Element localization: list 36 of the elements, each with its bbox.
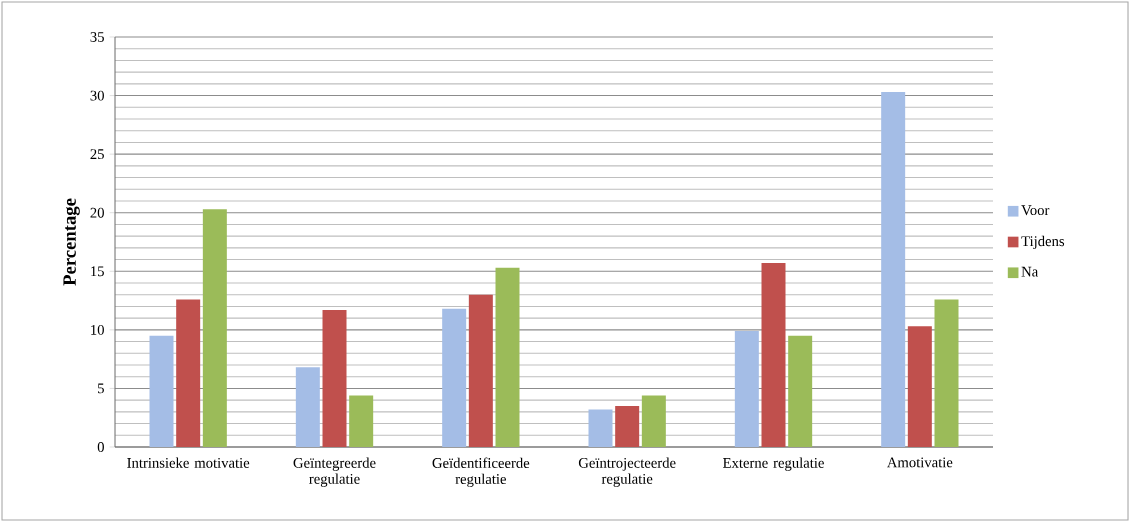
legend-label: Na: [1021, 266, 1039, 277]
y-tick-label: 10: [91, 324, 104, 335]
bar: [881, 92, 906, 447]
y-tick-label: 0: [97, 442, 104, 452]
legend-label: Voor: [1021, 205, 1050, 216]
bar: [322, 309, 347, 447]
bar: [495, 267, 520, 447]
x-tick-label: Geïntegreerde regulatie: [293, 457, 376, 487]
y-tick-label: 35: [90, 32, 104, 42]
bar: [442, 308, 467, 447]
bar: [907, 326, 932, 447]
bar: [615, 406, 640, 447]
bar: [349, 395, 374, 447]
y-tick-label: 5: [98, 383, 104, 394]
bar: [588, 409, 613, 447]
x-tick-label: Intrinsieke motivatie: [127, 457, 250, 468]
bar: [176, 299, 201, 447]
bar: [149, 335, 174, 447]
bar: [641, 395, 666, 447]
bar: [202, 209, 227, 447]
y-tick-label: 20: [90, 207, 104, 218]
bar: [734, 331, 759, 447]
y-tick-label: 25: [90, 149, 104, 160]
x-tick-label: Geïdentificeerde regulatie: [432, 457, 530, 487]
bar: [761, 263, 786, 447]
bar: [295, 367, 320, 447]
y-tick-label: 30: [90, 90, 104, 101]
legend-label: Tijdens: [1021, 235, 1065, 250]
bar: [468, 294, 493, 447]
x-tick-label: Externe regulatie: [723, 457, 824, 471]
bar: [934, 299, 959, 447]
y-axis-title: Percentage: [63, 198, 80, 286]
bar: [788, 335, 813, 447]
x-tick-label: Amotivatie: [886, 457, 953, 468]
x-tick-label: Geïntrojecteerde regulatie: [578, 457, 676, 487]
y-tick-label: 15: [91, 266, 104, 277]
